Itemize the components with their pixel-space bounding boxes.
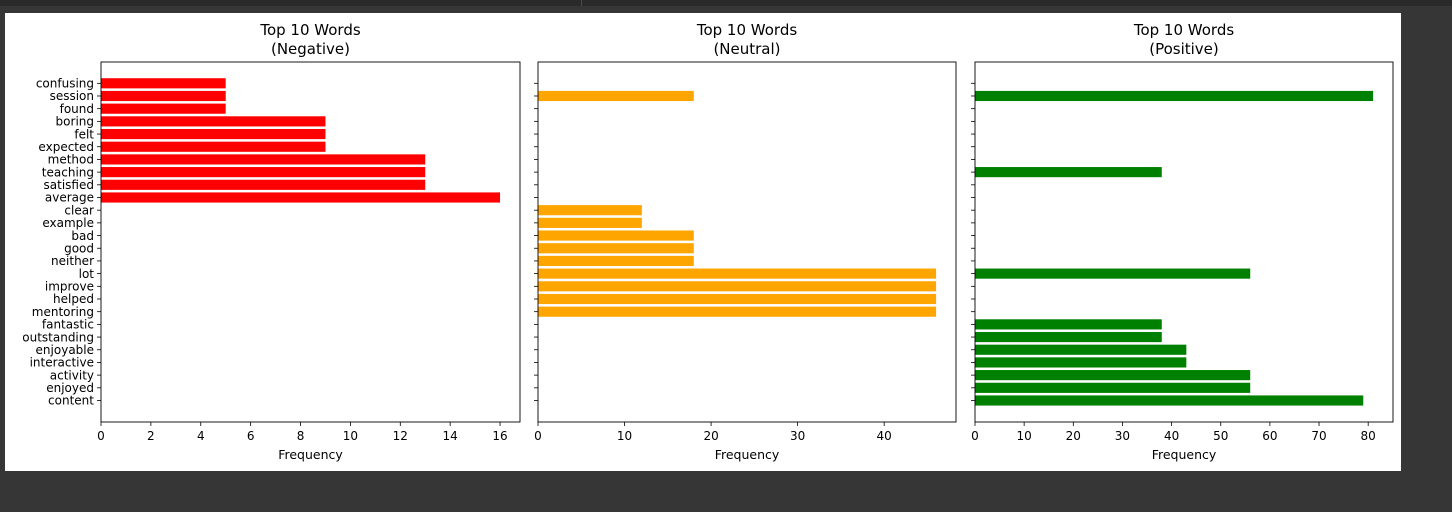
xtick-label-positive-0: 0: [971, 429, 979, 443]
bar-negative-confusing: [101, 78, 226, 89]
ytick-label-enjoyable: enjoyable: [36, 343, 94, 357]
xtick-label-neutral-0: 0: [534, 429, 542, 443]
xtick-label-positive-80: 80: [1361, 429, 1376, 443]
xtick-label-positive-40: 40: [1164, 429, 1179, 443]
xtick-label-neutral-30: 30: [790, 429, 805, 443]
xtick-label-neutral-40: 40: [877, 429, 892, 443]
bar-neutral-good: [538, 243, 694, 254]
chart-title-neutral-subtitle: (Neutral): [713, 40, 780, 58]
chart-title-positive: Top 10 Words: [1133, 21, 1234, 39]
xtick-label-positive-10: 10: [1017, 429, 1032, 443]
ytick-label-felt: felt: [74, 127, 94, 141]
bar-negative-boring: [101, 116, 326, 127]
ytick-label-confusing: confusing: [36, 77, 94, 91]
x-axis-label-negative: Frequency: [278, 447, 343, 462]
xtick-label-neutral-20: 20: [703, 429, 718, 443]
bar-negative-average: [101, 192, 501, 203]
bar-neutral-clear: [538, 205, 642, 216]
ytick-label-boring: boring: [56, 115, 94, 129]
xtick-label-positive-70: 70: [1311, 429, 1326, 443]
xtick-label-negative-8: 8: [297, 429, 305, 443]
ytick-label-satisfied: satisfied: [44, 178, 94, 192]
chart-title-negative: Top 10 Words: [259, 21, 360, 39]
xtick-label-positive-20: 20: [1066, 429, 1081, 443]
bar-positive-lot: [975, 268, 1251, 279]
ytick-label-session: session: [50, 89, 94, 103]
bar-negative-method: [101, 154, 426, 165]
xtick-label-negative-14: 14: [443, 429, 458, 443]
ytick-label-example: example: [42, 216, 94, 230]
ytick-label-content: content: [48, 394, 94, 408]
bar-positive-interactive: [975, 357, 1187, 368]
bar-neutral-lot: [538, 268, 937, 279]
bar-neutral-helped: [538, 293, 937, 305]
x-axis-label-neutral: Frequency: [715, 447, 780, 462]
ytick-label-good: good: [64, 241, 94, 255]
bar-positive-fantastic: [975, 319, 1162, 330]
bar-negative-expected: [101, 141, 326, 152]
axes-frame-negative: [100, 61, 521, 423]
bar-neutral-example: [538, 217, 642, 228]
bar-negative-teaching: [101, 167, 426, 178]
bar-neutral-mentoring: [538, 306, 937, 317]
xtick-label-negative-16: 16: [492, 429, 507, 443]
x-axis-label-positive: Frequency: [1152, 447, 1217, 462]
bar-negative-satisfied: [101, 179, 426, 190]
bar-neutral-neither: [538, 255, 694, 267]
ytick-label-expected: expected: [38, 140, 94, 154]
chart-title-negative-subtitle: (Negative): [271, 40, 350, 58]
xtick-label-positive-50: 50: [1213, 429, 1228, 443]
bar-positive-enjoyable: [975, 344, 1187, 355]
ytick-label-average: average: [45, 191, 94, 205]
top-bar-divider: [581, 0, 582, 6]
ytick-label-bad: bad: [71, 229, 94, 243]
bar-positive-activity: [975, 370, 1251, 381]
chart-title-neutral: Top 10 Words: [696, 21, 797, 39]
bar-neutral-bad: [538, 230, 694, 241]
xtick-label-positive-30: 30: [1115, 429, 1130, 443]
ytick-label-teaching: teaching: [42, 165, 94, 179]
xtick-label-neutral-10: 10: [617, 429, 632, 443]
ytick-label-mentoring: mentoring: [32, 305, 94, 319]
bar-negative-found: [101, 103, 226, 114]
ytick-label-activity: activity: [50, 368, 94, 382]
xtick-label-negative-12: 12: [393, 429, 408, 443]
chart-canvas: contentenjoyedactivityinteractiveenjoyab…: [22, 21, 1394, 462]
xtick-label-negative-6: 6: [247, 429, 255, 443]
ytick-label-neither: neither: [51, 254, 94, 268]
ytick-label-outstanding: outstanding: [22, 330, 94, 344]
ytick-label-clear: clear: [64, 203, 94, 217]
axes-frame-positive: [974, 61, 1394, 423]
ytick-label-interactive: interactive: [30, 356, 94, 370]
ytick-label-helped: helped: [53, 292, 94, 306]
bar-positive-teaching: [975, 167, 1162, 178]
xtick-label-negative-0: 0: [97, 429, 105, 443]
axes-frame-neutral: [537, 61, 957, 423]
ytick-label-enjoyed: enjoyed: [46, 381, 94, 395]
window-top-bar: [0, 0, 1452, 6]
chart-figure: content enjoyed activity interactive enjoyab…: [5, 13, 1401, 471]
bar-negative-session: [101, 90, 226, 102]
xtick-label-positive-60: 60: [1262, 429, 1277, 443]
bar-neutral-improve: [538, 281, 937, 292]
ytick-label-fantastic: fantastic: [42, 318, 94, 332]
bar-positive-content: [975, 395, 1364, 406]
chart-title-positive-subtitle: (Positive): [1149, 40, 1219, 58]
bar-positive-session: [975, 90, 1374, 102]
bar-negative-felt: [101, 128, 326, 140]
bar-positive-outstanding: [975, 331, 1162, 343]
bar-neutral-session: [538, 90, 694, 102]
bar-positive-enjoyed: [975, 382, 1251, 393]
ytick-label-improve: improve: [45, 280, 94, 294]
ytick-label-found: found: [60, 102, 94, 116]
xtick-label-negative-4: 4: [197, 429, 205, 443]
ytick-label-method: method: [48, 153, 94, 167]
ytick-label-lot: lot: [79, 267, 95, 281]
xtick-label-negative-2: 2: [147, 429, 155, 443]
xtick-label-negative-10: 10: [343, 429, 358, 443]
